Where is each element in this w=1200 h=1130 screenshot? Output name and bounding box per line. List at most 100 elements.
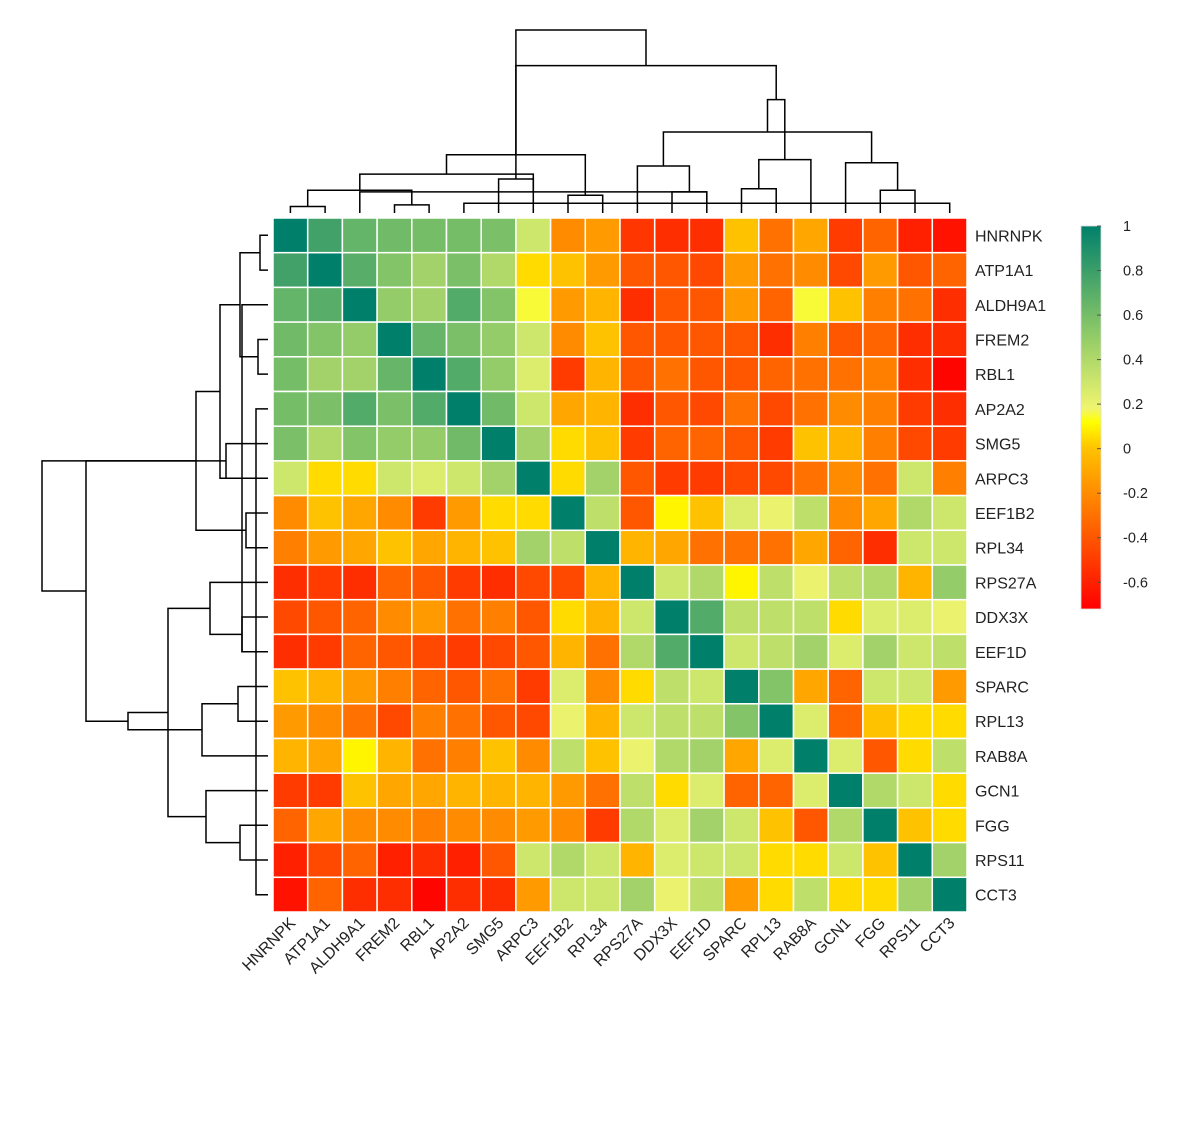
heatmap-cell-ALDH9A1-CCT3 <box>931 286 968 323</box>
heatmap-cell-SPARC-GCN1 <box>827 668 864 705</box>
heatmap-cell-HNRNPK-RPL13 <box>758 217 795 254</box>
heatmap-cell-FREM2-SPARC <box>723 321 760 358</box>
heatmap-cell-RPS27A-FREM2 <box>376 564 413 601</box>
heatmap-cell-CCT3-AP2A2 <box>445 876 482 913</box>
heatmap-cell-AP2A2-RPS27A <box>619 390 656 427</box>
heatmap-cell-EEF1B2-HNRNPK <box>272 494 309 532</box>
heatmap-cell-RPL34-CCT3 <box>931 529 968 566</box>
heatmap-cell-RPS11-CCT3 <box>931 841 968 879</box>
heatmap-cell-CCT3-SPARC <box>723 876 760 913</box>
heatmap-cell-RPS27A-ALDH9A1 <box>341 564 378 601</box>
heatmap-cell-SMG5-EEF1D <box>688 425 725 462</box>
row-label-GCN1: GCN1 <box>975 784 1020 801</box>
heatmap-cell-GCN1-DDX3X <box>653 772 691 809</box>
heatmap-cell-RBL1-EEF1D <box>688 356 725 393</box>
heatmap-cell-RPS27A-RPS27A <box>619 564 656 601</box>
column-dendrogram-branch <box>671 191 708 213</box>
colorbar-tick-label: 0.4 <box>1123 353 1143 369</box>
heatmap-cell-HNRNPK-FREM2 <box>376 217 413 254</box>
heatmap-cell-ALDH9A1-ARPC3 <box>515 286 552 323</box>
heatmap-cell-HNRNPK-CCT3 <box>931 217 968 254</box>
row-label-RPS11: RPS11 <box>975 853 1025 870</box>
heatmap-cell-ATP1A1-RAB8A <box>792 251 829 289</box>
heatmap-cell-EEF1B2-RPL34 <box>584 494 621 532</box>
heatmap-cell-RPL34-ALDH9A1 <box>341 529 378 566</box>
heatmap-cell-SPARC-ALDH9A1 <box>341 668 378 705</box>
heatmap-cell-ATP1A1-ATP1A1 <box>306 251 344 289</box>
heatmap-cell-RBL1-DDX3X <box>653 356 691 393</box>
heatmap-cell-ALDH9A1-RAB8A <box>792 286 829 323</box>
heatmap-cell-FGG-RAB8A <box>792 807 829 844</box>
heatmap-cell-ALDH9A1-ATP1A1 <box>306 286 344 323</box>
heatmap-cell-CCT3-DDX3X <box>653 876 691 913</box>
heatmap-cell-EEF1D-RPL13 <box>758 633 795 670</box>
heatmap-cell-GCN1-RPL34 <box>584 772 621 809</box>
heatmap-cell-DDX3X-RPL34 <box>584 598 621 636</box>
heatmap-cell-DDX3X-RAB8A <box>792 598 829 636</box>
row-dendrogram-branch <box>219 304 268 480</box>
heatmap-cell-SPARC-RPL34 <box>584 668 621 705</box>
heatmap-cell-SMG5-AP2A2 <box>445 425 482 462</box>
heatmap-cell-RPL13-FGG <box>862 703 899 740</box>
heatmap-cell-RPS27A-GCN1 <box>827 564 864 601</box>
heatmap-cell-FGG-ATP1A1 <box>306 807 344 844</box>
heatmap-cell-RPS27A-ARPC3 <box>515 564 552 601</box>
heatmap-cell-RAB8A-RPS11 <box>896 737 934 774</box>
heatmap-cell-SPARC-RBL1 <box>411 668 448 705</box>
heatmap-cell-EEF1B2-CCT3 <box>931 494 968 532</box>
colorbar-gradient <box>1080 225 1102 610</box>
heatmap-cell-ALDH9A1-DDX3X <box>653 286 691 323</box>
heatmap-cell-CCT3-EEF1D <box>688 876 725 913</box>
heatmap-cell-DDX3X-RBL1 <box>411 598 448 636</box>
row-dendrogram-branch <box>237 685 268 722</box>
heatmap-cell-CCT3-ALDH9A1 <box>341 876 378 913</box>
heatmap-cell-GCN1-AP2A2 <box>445 772 482 809</box>
column-dendrogram-branch <box>393 204 430 213</box>
heatmap-cell-FREM2-CCT3 <box>931 321 968 358</box>
heatmap-cell-RPS27A-RAB8A <box>792 564 829 601</box>
heatmap-cell-CCT3-RBL1 <box>411 876 448 913</box>
heatmap-cell-SPARC-SPARC <box>723 668 760 705</box>
heatmap-cell-FGG-EEF1D <box>688 807 725 844</box>
heatmap-cell-AP2A2-ATP1A1 <box>306 390 344 427</box>
heatmap-cell-RBL1-SMG5 <box>480 356 517 393</box>
heatmap-cell-AP2A2-RPL34 <box>584 390 621 427</box>
heatmap-cell-DDX3X-RPS27A <box>619 598 656 636</box>
heatmap-cell-FREM2-EEF1D <box>688 321 725 358</box>
heatmap-cell-EEF1B2-AP2A2 <box>445 494 482 532</box>
heatmap-cell-ATP1A1-RBL1 <box>411 251 448 289</box>
heatmap-cell-FGG-FGG <box>862 807 899 844</box>
heatmap-cell-RPS27A-SMG5 <box>480 564 517 601</box>
heatmap-cell-EEF1D-ATP1A1 <box>306 633 344 670</box>
heatmap-cell-RPS11-ALDH9A1 <box>341 841 378 879</box>
row-label-EEF1B2: EEF1B2 <box>975 506 1035 523</box>
heatmap-cell-DDX3X-RPL13 <box>758 598 795 636</box>
heatmap-cell-RAB8A-SMG5 <box>480 737 517 774</box>
heatmap-cell-EEF1B2-RAB8A <box>792 494 829 532</box>
heatmap-cell-HNRNPK-RPS11 <box>896 217 934 254</box>
heatmap-cell-RBL1-RPL34 <box>584 356 621 393</box>
heatmap-cell-RPS11-RBL1 <box>411 841 448 879</box>
heatmap-cell-SMG5-RPS27A <box>619 425 656 462</box>
heatmap-cell-SPARC-RPS27A <box>619 668 656 705</box>
heatmap-cell-EEF1D-EEF1B2 <box>549 633 587 670</box>
heatmap-cell-SMG5-FGG <box>862 425 899 462</box>
heatmap-cell-RPL34-DDX3X <box>653 529 691 566</box>
heatmap-cell-FREM2-ATP1A1 <box>306 321 344 358</box>
heatmap-cell-RBL1-FGG <box>862 356 899 393</box>
heatmap-cell-CCT3-FREM2 <box>376 876 413 913</box>
heatmap-cell-RPL34-RPL13 <box>758 529 795 566</box>
heatmap-cell-FREM2-DDX3X <box>653 321 691 358</box>
heatmap-cell-SMG5-FREM2 <box>376 425 413 462</box>
heatmap-cell-ARPC3-DDX3X <box>653 460 691 497</box>
heatmap-cell-RBL1-RAB8A <box>792 356 829 393</box>
column-label-CCT3: CCT3 <box>917 915 959 957</box>
heatmap-cell-GCN1-GCN1 <box>827 772 864 809</box>
heatmap-cell-EEF1D-EEF1D <box>688 633 725 670</box>
heatmap-cell-RAB8A-FGG <box>862 737 899 774</box>
heatmap-cell-EEF1D-DDX3X <box>653 633 691 670</box>
heatmap-cell-ARPC3-CCT3 <box>931 460 968 497</box>
row-label-AP2A2: AP2A2 <box>975 402 1025 419</box>
heatmap-cell-ARPC3-EEF1B2 <box>549 460 587 497</box>
